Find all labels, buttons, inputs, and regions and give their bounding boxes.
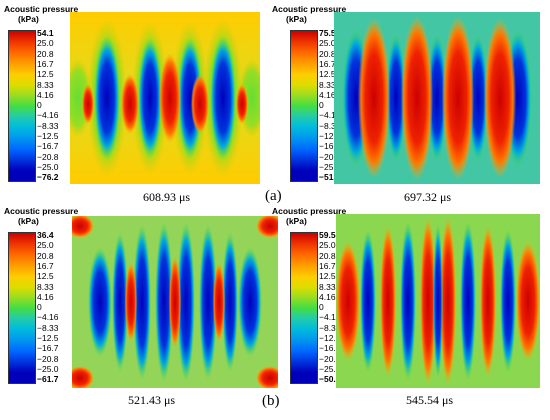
- tick-label: −25.0: [37, 161, 59, 172]
- tick-label: −8.33: [319, 120, 341, 131]
- tick-label: −12.5: [319, 333, 341, 343]
- time-label: 697.32 μs: [404, 190, 452, 204]
- time-label: 545.54 μs: [406, 393, 454, 407]
- tick-label: −4.16: [37, 312, 59, 323]
- tick-label: −61.7: [37, 374, 59, 385]
- tick-label: 20.8: [37, 48, 54, 59]
- tick-label: 20.8: [319, 48, 336, 59]
- legend-title-line2: (kPa): [286, 216, 307, 226]
- tick-label: 25.0: [37, 240, 54, 251]
- tick-label: 16.7: [37, 260, 54, 271]
- tick-label: −12.5: [37, 131, 59, 141]
- colorbar: [290, 30, 318, 182]
- legend-title: Acoustic pressure (kPa): [4, 4, 78, 24]
- tick-label: 20.8: [319, 250, 336, 261]
- pressure-field: [72, 216, 278, 388]
- tick-label: 0: [319, 302, 324, 313]
- pressure-field: [334, 12, 540, 184]
- tick-label: 0: [37, 100, 42, 111]
- tick-label: 12.5: [37, 271, 54, 282]
- tick-label: 8.33: [319, 79, 336, 90]
- tick-label: 8.33: [319, 281, 336, 292]
- tick-label: 0: [319, 100, 324, 111]
- tick-label: 8.33: [37, 79, 54, 90]
- tick-label: −4.16: [319, 312, 341, 323]
- tick-label: −20.8: [37, 353, 59, 364]
- tick-label: 4.16: [319, 89, 336, 100]
- tick-label: −4.16: [37, 110, 59, 121]
- tick-label: 4.16: [319, 291, 336, 302]
- tick-label: 59.5: [319, 230, 336, 240]
- legend-title-line2: (kPa): [18, 14, 39, 24]
- legend-title-line1: Acoustic pressure: [4, 206, 79, 216]
- legend-title: Acoustic pressure (kPa): [272, 206, 346, 226]
- tick-label: −51.6: [319, 172, 341, 183]
- tick-label: −12.5: [37, 333, 59, 343]
- tick-label: 25.0: [37, 38, 54, 49]
- tick-label: 16.7: [37, 58, 54, 69]
- tick-label: 12.5: [319, 69, 336, 80]
- colorbar: [8, 232, 36, 384]
- tick-label: −25.0: [37, 363, 59, 374]
- tick-label: 4.16: [37, 89, 54, 100]
- tick-label: 0: [37, 302, 42, 313]
- tick-label: 54.1: [37, 28, 54, 38]
- tick-label: 4.16: [37, 291, 54, 302]
- tick-label: −8.33: [319, 322, 341, 333]
- tick-label: −25.0: [319, 161, 341, 172]
- tick-label: 16.7: [319, 58, 336, 69]
- tick-label: −12.5: [319, 131, 341, 141]
- time-label: 521.43 μs: [128, 393, 176, 407]
- tick-label: 20.8: [37, 250, 54, 261]
- legend-title-line1: Acoustic pressure: [4, 4, 79, 14]
- tick-label: −20.8: [319, 151, 341, 162]
- tick-label: 25.0: [319, 240, 336, 251]
- colorbar: [8, 30, 36, 182]
- tick-label: 25.0: [319, 38, 336, 49]
- time-label: 608.93 μs: [143, 190, 191, 204]
- tick-label: −20.8: [37, 151, 59, 162]
- tick-label: −8.33: [37, 120, 59, 131]
- legend-title-line2: (kPa): [18, 216, 39, 226]
- pressure-field: [336, 214, 540, 388]
- legend-title-line2: (kPa): [286, 14, 307, 24]
- tick-label: −16.7: [319, 141, 341, 152]
- tick-label: 12.5: [37, 69, 54, 80]
- tick-label: −25.0: [319, 363, 341, 374]
- tick-label: 75.5: [319, 28, 336, 38]
- tick-label: −20.8: [319, 353, 341, 364]
- tick-label: −50.9: [319, 374, 341, 385]
- tick-label: −16.7: [37, 141, 59, 152]
- subfigure-label-b: (b): [262, 393, 280, 409]
- tick-label: 12.5: [319, 271, 336, 282]
- tick-label: 16.7: [319, 260, 336, 271]
- tick-label: 8.33: [37, 281, 54, 292]
- tick-label: −16.7: [37, 343, 59, 354]
- legend-title: Acoustic pressure (kPa): [272, 4, 346, 24]
- tick-label: −16.7: [319, 343, 341, 354]
- tick-label: −4.16: [319, 110, 341, 121]
- legend-title-line1: Acoustic pressure: [272, 206, 347, 216]
- tick-label: 36.4: [37, 230, 54, 240]
- legend-title: Acoustic pressure (kPa): [4, 206, 78, 226]
- tick-label: −76.2: [37, 172, 59, 183]
- pressure-field: [70, 12, 260, 184]
- subfigure-label-a: (a): [265, 188, 282, 204]
- legend-title-line1: Acoustic pressure: [272, 4, 347, 14]
- tick-label: −8.33: [37, 322, 59, 333]
- colorbar: [290, 232, 318, 384]
